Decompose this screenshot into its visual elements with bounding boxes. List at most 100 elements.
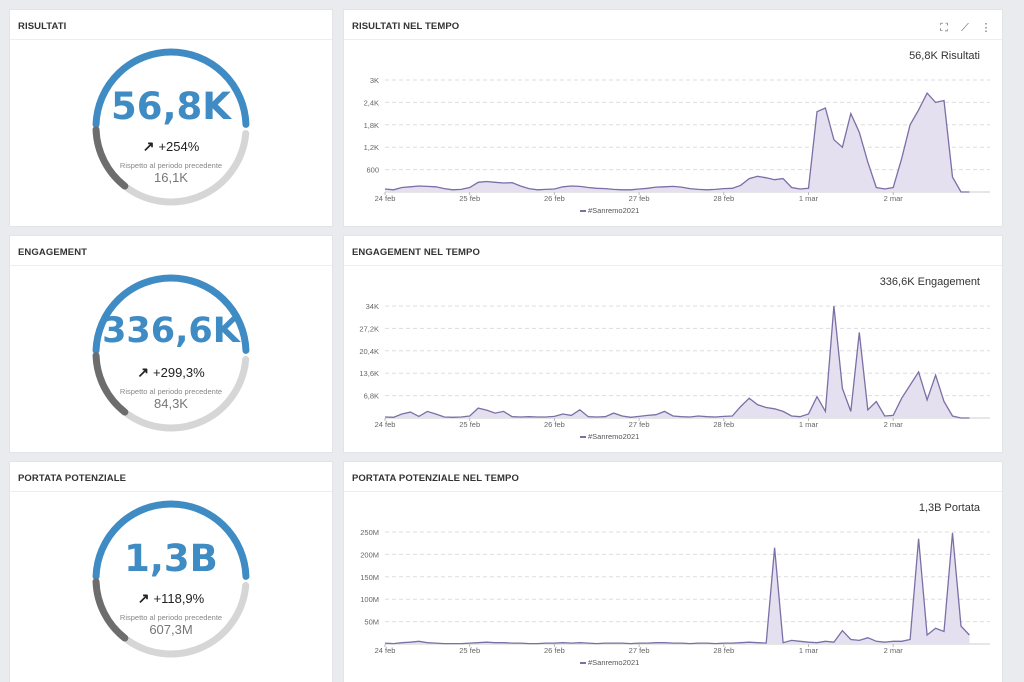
arrow-up-right-icon: ↗ — [137, 364, 150, 380]
x-tick-label: 26 feb — [544, 646, 565, 655]
chart-total: 1,3B Portata — [918, 502, 980, 514]
divider — [344, 39, 1002, 40]
y-tick-label: 6,8K — [364, 392, 379, 401]
x-tick-label: 24 feb — [375, 194, 396, 203]
kpi-value: 1,3B — [124, 537, 218, 580]
x-tick-label: 25 feb — [459, 646, 480, 655]
line-chart-icon[interactable]: ⟋ — [961, 22, 969, 34]
series-line — [384, 305, 970, 419]
kpi-change: ↗ +254% — [10, 138, 332, 155]
chart-legend[interactable]: #Sanremo2021 — [580, 206, 639, 215]
y-tick-label: 34K — [366, 302, 379, 311]
y-tick-label: 20,4K — [359, 347, 379, 356]
x-tick-label: 24 feb — [375, 646, 396, 655]
gauge-current-arc — [92, 500, 250, 580]
gauge-ring — [92, 274, 250, 432]
fullscreen-icon[interactable]: ⛶ — [940, 22, 948, 34]
chart-title: PORTATA POTENZIALE NEL TEMPO — [352, 473, 519, 484]
chart-card-engagement: ENGAGEMENT NEL TEMPO 336,6K Engagement 6… — [344, 236, 1002, 452]
series-line — [384, 532, 970, 645]
chart-title: ENGAGEMENT NEL TEMPO — [352, 247, 480, 258]
legend-swatch — [580, 662, 586, 665]
gauge-current-arc — [92, 48, 250, 128]
x-tick-label: 26 feb — [544, 194, 565, 203]
x-tick-label: 2 mar — [884, 646, 904, 655]
x-tick-label: 28 feb — [713, 194, 734, 203]
kpi-change-value: +254% — [158, 139, 200, 154]
x-tick-label: 27 feb — [629, 420, 650, 429]
x-tick-label: 2 mar — [884, 194, 904, 203]
divider — [10, 39, 332, 40]
area-chart: 50M 100M 150M 200M 250M 24 feb 25 feb 26 feb 27 … — [360, 528, 990, 655]
x-tick-label: 25 feb — [459, 420, 480, 429]
divider — [10, 265, 332, 266]
x-tick-label: 28 feb — [713, 646, 734, 655]
x-tick-label: 27 feb — [629, 646, 650, 655]
arrow-up-right-icon: ↗ — [137, 590, 150, 606]
y-tick-label: 150M — [360, 573, 379, 582]
kpi-title: PORTATA POTENZIALE — [18, 473, 127, 484]
divider — [10, 491, 332, 492]
kpi-caption: Rispetto al periodo precedente — [119, 161, 223, 170]
gauge-track-arc — [124, 356, 250, 432]
gauge-previous-arc — [92, 352, 129, 416]
x-tick-label: 24 feb — [375, 420, 396, 429]
x-tick-label: 1 mar — [799, 420, 819, 429]
y-tick-label: 250M — [360, 528, 379, 537]
series-line — [384, 91, 970, 193]
chart-legend[interactable]: #Sanremo2021 — [580, 658, 639, 667]
series-area — [385, 532, 970, 644]
series-area — [385, 306, 970, 418]
legend-label: #Sanremo2021 — [588, 206, 640, 215]
x-tick-label: 28 feb — [713, 420, 734, 429]
kpi-previous-value: 16,1K — [154, 170, 188, 185]
gauge-track-arc — [124, 582, 250, 658]
chart-total: 56,8K Risultati — [909, 50, 980, 62]
gauge-track-arc — [124, 130, 250, 206]
x-tick-label: 27 feb — [629, 194, 650, 203]
kpi-previous-value: 607,3M — [149, 622, 193, 637]
divider — [344, 265, 1002, 266]
legend-swatch — [580, 210, 586, 213]
legend-label: #Sanremo2021 — [588, 658, 640, 667]
gauge-previous-arc — [92, 578, 129, 642]
x-tick-label: 26 feb — [544, 420, 565, 429]
kpi-previous-value: 84,3K — [154, 396, 188, 411]
gauge-ring — [92, 500, 250, 658]
kpi-value: 56,8K — [111, 85, 231, 128]
chart-total: 336,6K Engagement — [879, 276, 980, 288]
gauge-previous-arc — [92, 126, 129, 190]
chart-title: RISULTATI NEL TEMPO — [352, 21, 460, 32]
series-area — [385, 93, 970, 192]
kpi-card-portata: PORTATA POTENZIALE 1,3B ↗ +118,9% Rispett… — [10, 462, 332, 682]
kpi-change: ↗ +299,3% — [10, 364, 332, 381]
x-tick-label: 1 mar — [799, 194, 819, 203]
y-tick-label: 600 — [366, 166, 379, 175]
x-tick-label: 1 mar — [799, 646, 819, 655]
y-tick-label: 2,4K — [364, 98, 379, 107]
chart-toolbar: ⛶ ⟋ ⋮ — [938, 22, 992, 34]
kpi-change-value: +299,3% — [153, 365, 205, 380]
y-tick-label: 1,8K — [364, 121, 379, 130]
more-vertical-icon[interactable]: ⋮ — [980, 22, 992, 34]
chart-card-risultati: RISULTATI NEL TEMPO ⛶ ⟋ ⋮ 56,8K Risultat… — [344, 10, 1002, 226]
y-tick-label: 13,6K — [359, 369, 379, 378]
kpi-caption: Rispetto al periodo precedente — [119, 387, 223, 396]
kpi-change: ↗ +118,9% — [10, 590, 332, 607]
legend-swatch — [580, 436, 586, 439]
x-tick-label: 25 feb — [459, 194, 480, 203]
arrow-up-right-icon: ↗ — [142, 138, 155, 154]
area-chart: 6,8K 13,6K 20,4K 27,2K 34K 24 feb 25 feb 26 feb… — [359, 302, 990, 429]
gauge-current-arc — [92, 274, 250, 354]
y-tick-label: 200M — [360, 550, 379, 559]
gauge-ring — [92, 48, 250, 206]
kpi-value: 336,6K — [102, 311, 240, 351]
chart-legend[interactable]: #Sanremo2021 — [580, 432, 639, 441]
y-tick-label: 27,2K — [359, 324, 379, 333]
legend-label: #Sanremo2021 — [588, 432, 640, 441]
y-tick-label: 1,2K — [364, 143, 379, 152]
kpi-caption: Rispetto al periodo precedente — [119, 613, 223, 622]
area-chart: 600 1,2K 1,8K 2,4K 3K 24 feb 25 feb 26 feb 27 fe… — [364, 76, 990, 203]
kpi-card-engagement: ENGAGEMENT 336,6K ↗ +299,3% Rispetto al p… — [10, 236, 332, 452]
y-tick-label: 50M — [364, 618, 379, 627]
